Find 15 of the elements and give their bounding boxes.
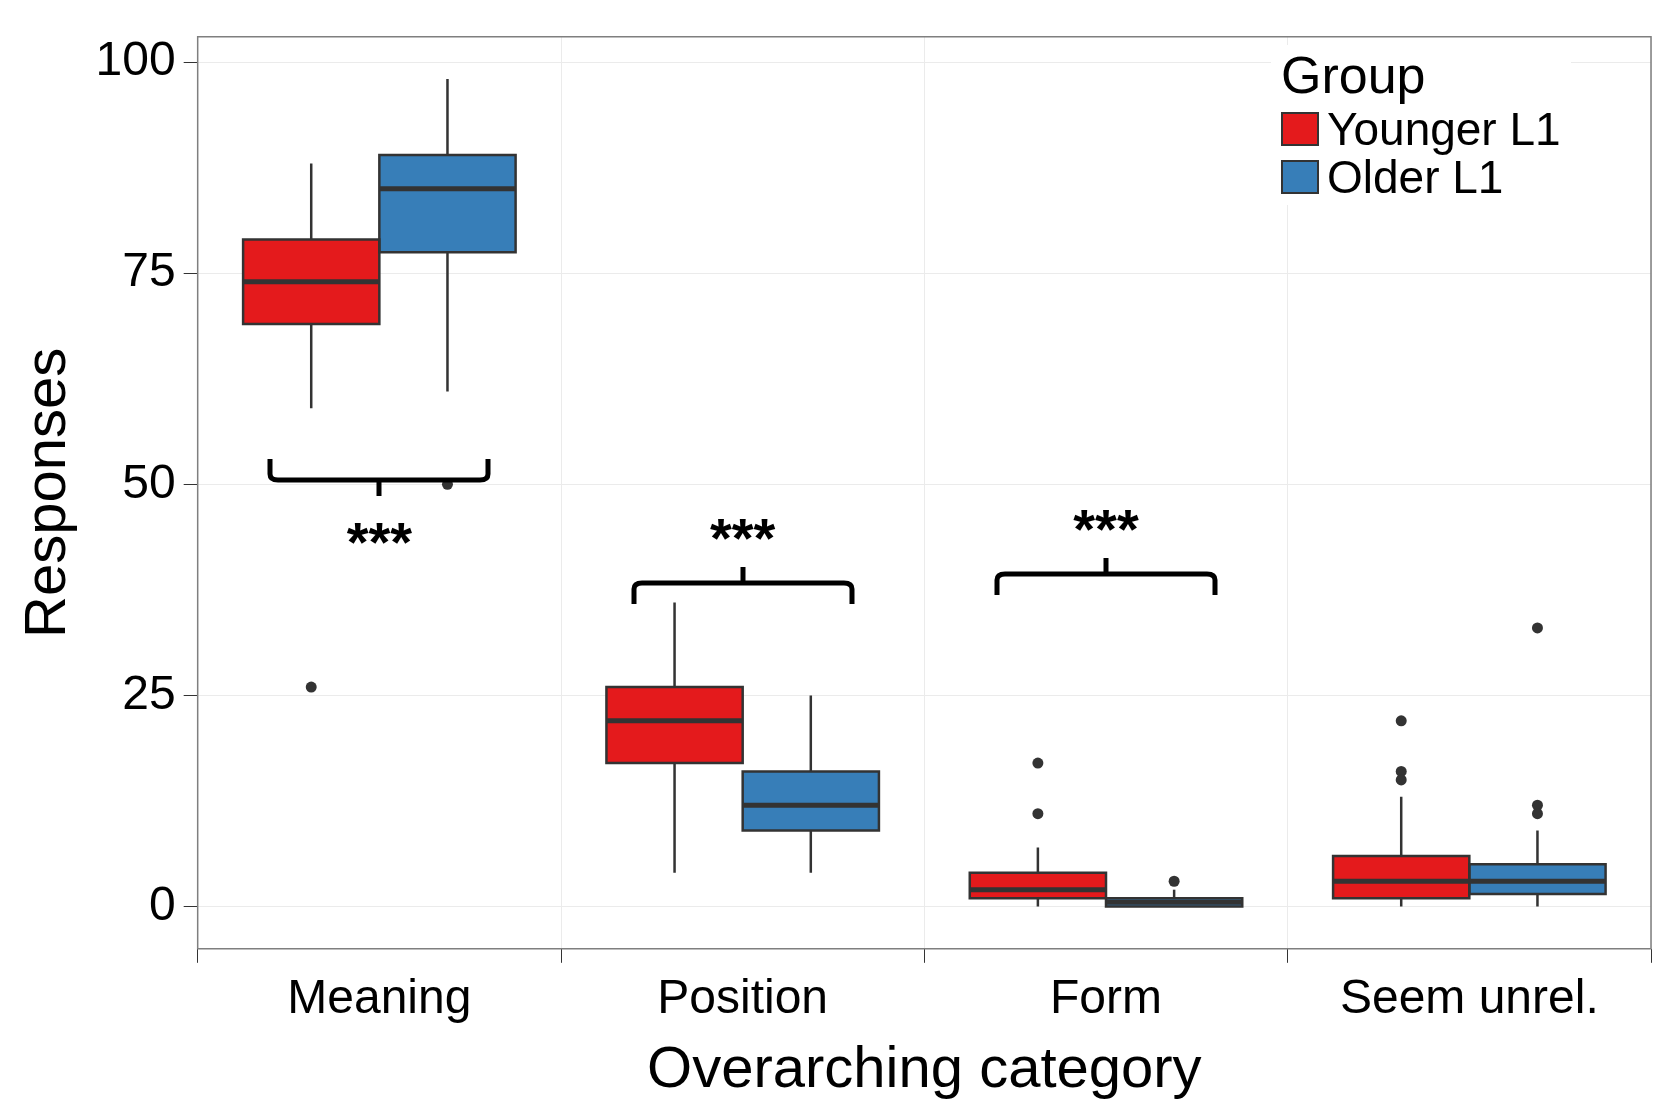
y-axis-title: Responses [11,347,77,638]
x-tick-label: Meaning [287,969,472,1023]
y-tick-label: 0 [148,876,176,930]
x-axis-title: Overarching category [647,1034,1202,1100]
y-tick-label: 100 [95,32,176,86]
y-tick-label: 75 [122,243,176,297]
x-tick-label: Seem unrel. [1339,969,1599,1023]
annotation: *** [709,505,776,569]
y-tick-label: 50 [122,454,176,508]
x-tick-label: Position [657,969,829,1023]
annotation: *** [346,510,413,574]
legend-title: Group [1281,45,1427,104]
annotation: *** [1073,496,1139,560]
x-tick-label: Form [1050,969,1162,1023]
y-tick-label: 25 [122,665,176,719]
